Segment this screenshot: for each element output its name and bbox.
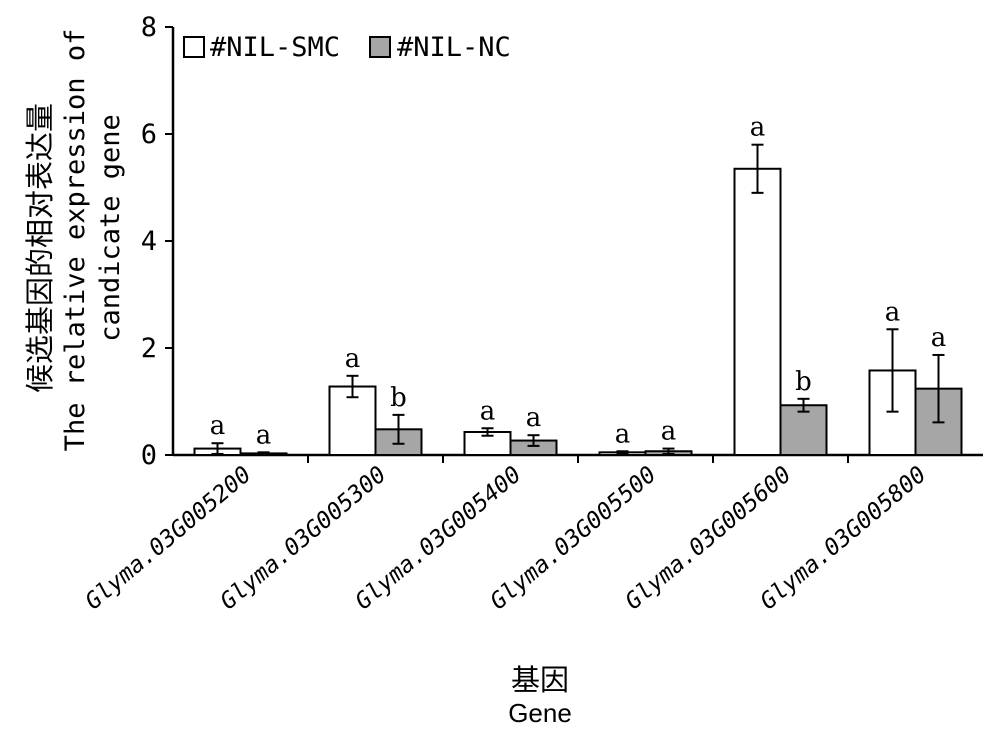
category-labels: Glyma.03G005200Glyma.03G005300Glyma.03G0… bbox=[81, 462, 932, 615]
y-axis-title-zh: 候选基因的相对表达量 bbox=[23, 103, 57, 393]
y-tick-label: 6 bbox=[141, 119, 157, 150]
significance-label: a bbox=[661, 417, 677, 447]
y-axis-title: 候选基因的相对表达量 The relative expression of ca… bbox=[23, 29, 126, 452]
significance-label: a bbox=[750, 113, 766, 143]
y-axis-title-en-line2: candicate gene bbox=[95, 114, 126, 342]
axes bbox=[171, 27, 983, 463]
significance-label: a bbox=[885, 297, 901, 327]
y-tick-label: 4 bbox=[141, 226, 157, 257]
significance-label: b bbox=[390, 383, 407, 413]
y-tick-label: 0 bbox=[141, 440, 157, 471]
y-axis-title-en-line1: The relative expression of bbox=[60, 29, 91, 452]
legend: #NIL-SMC #NIL-NC bbox=[183, 32, 511, 63]
significance-label: a bbox=[526, 403, 542, 433]
legend-label-nil-nc: #NIL-NC bbox=[397, 32, 511, 63]
significance-label: a bbox=[345, 344, 361, 374]
bar-nil-nc bbox=[779, 404, 828, 456]
significance-label: a bbox=[931, 323, 947, 353]
x-axis-title-zh: 基因 bbox=[511, 663, 569, 697]
legend-swatch-nil-smc bbox=[183, 36, 205, 58]
error-bars bbox=[211, 143, 945, 456]
y-axis-ticks: 0 2 4 6 8 bbox=[141, 12, 173, 471]
significance-label: a bbox=[256, 420, 272, 450]
y-tick-label: 2 bbox=[141, 333, 157, 364]
bars bbox=[193, 167, 963, 457]
x-axis-title-en: Gene bbox=[508, 698, 572, 728]
significance-label: a bbox=[480, 396, 496, 426]
significance-label: a bbox=[615, 419, 631, 449]
bar-nil-smc bbox=[733, 167, 782, 456]
x-axis-title: 基因 Gene bbox=[508, 663, 572, 728]
y-tick-label: 8 bbox=[141, 12, 157, 43]
significance-label: b bbox=[795, 367, 812, 397]
significance-label: a bbox=[210, 411, 226, 441]
legend-swatch-nil-nc bbox=[369, 36, 391, 58]
legend-label-nil-smc: #NIL-SMC bbox=[210, 32, 340, 63]
